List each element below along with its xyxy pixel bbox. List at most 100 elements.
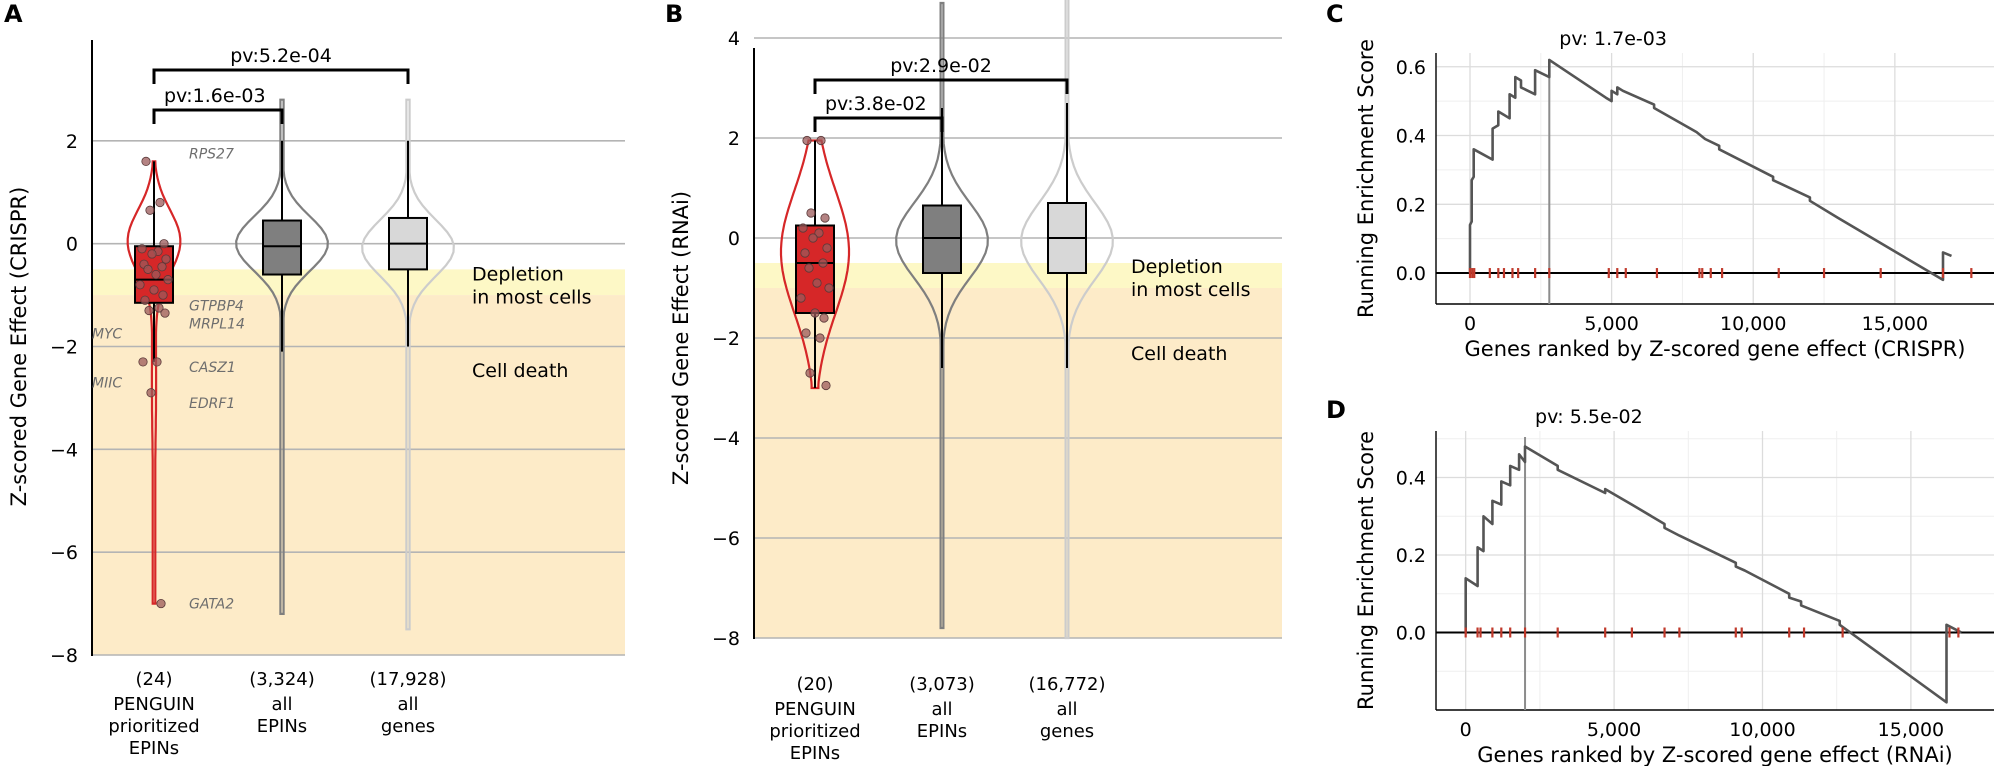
data-point xyxy=(804,263,814,273)
chart-title: pv: 5.5e-02 xyxy=(1535,406,1643,428)
gene-label: MIIC xyxy=(92,375,122,391)
data-point xyxy=(149,285,159,295)
y-tick-label: 2 xyxy=(66,131,78,153)
y-axis-title: Running Enrichment Score xyxy=(1354,431,1378,710)
comparison-pvalue-0: pv:3.8e-02 xyxy=(825,93,927,115)
x-tick-label: 10,000 xyxy=(1720,313,1786,335)
data-point xyxy=(801,328,811,338)
y-tick-label: 0.6 xyxy=(1396,57,1426,79)
data-point xyxy=(806,208,816,218)
gene-label: RPS27 xyxy=(189,147,234,163)
data-point xyxy=(157,262,167,272)
data-point xyxy=(154,303,164,313)
comparison-bracket-1 xyxy=(152,68,410,84)
data-point xyxy=(151,269,161,280)
data-point xyxy=(818,258,828,268)
data-point xyxy=(814,228,824,238)
data-point xyxy=(152,357,162,367)
x-tick-label: 0 xyxy=(1460,719,1472,741)
gene-label: CASZ1 xyxy=(189,360,236,376)
data-point xyxy=(160,308,170,318)
x-tick-label: 5,000 xyxy=(1587,719,1641,741)
x-axis-title: Genes ranked by Z-scored gene effect (RN… xyxy=(1477,743,1952,766)
group-count-label: (20) xyxy=(797,674,834,695)
data-point xyxy=(145,205,155,215)
panel-letter-a: A xyxy=(4,0,23,28)
gene-label: MRPL14 xyxy=(189,316,245,332)
panel-b-violin-rnai: 4 2 0 −2 −4 −6 −8 Z-scored Gene Effect (RNAi) De… xyxy=(669,0,1282,764)
comparison-bracket-1 xyxy=(813,78,1069,94)
gene-label: MYC xyxy=(92,327,122,343)
y-tick-label: −6 xyxy=(712,528,740,550)
data-point xyxy=(800,248,810,258)
group-name-label: all genes xyxy=(381,694,435,737)
y-tick-label: −6 xyxy=(50,542,78,564)
y-tick-label: −8 xyxy=(712,628,740,650)
data-point xyxy=(816,135,826,146)
group-count-label: (3,073) xyxy=(909,674,975,695)
zone-label-0: Depletion in most cells xyxy=(472,263,591,308)
zone-label-1: Cell death xyxy=(472,360,568,382)
data-point xyxy=(808,233,818,243)
data-point xyxy=(822,243,832,253)
data-point xyxy=(161,254,171,264)
y-tick-label: 0.0 xyxy=(1396,263,1426,285)
data-point xyxy=(810,308,820,318)
y-tick-label: 0.4 xyxy=(1396,468,1426,490)
data-point xyxy=(137,244,147,254)
data-point xyxy=(798,223,808,233)
gene-label: EDRF1 xyxy=(189,396,235,412)
data-point xyxy=(163,275,173,285)
y-tick-label: −8 xyxy=(50,645,78,667)
y-tick-label: 0.4 xyxy=(1396,126,1426,148)
group-name-label: all genes xyxy=(1040,699,1094,742)
x-tick-label: 15,000 xyxy=(1862,313,1928,335)
y-tick-label: −4 xyxy=(50,439,78,461)
data-point xyxy=(155,197,165,208)
y-axis-title: Z-scored Gene Effect (RNAi) xyxy=(669,191,693,485)
group-name-label: PENGUIN prioritized EPINs xyxy=(769,699,860,764)
zone-band-0 xyxy=(92,269,625,296)
enrichment-line xyxy=(1464,445,1962,704)
y-tick-label: 4 xyxy=(728,28,740,50)
y-tick-label: −4 xyxy=(712,428,740,450)
gene-label: GTPBP4 xyxy=(189,298,244,314)
comparison-pvalue-0: pv:1.6e-03 xyxy=(164,85,266,107)
y-tick-label: 0.2 xyxy=(1396,194,1426,216)
zone-label-0: Depletion in most cells xyxy=(1131,256,1250,301)
data-point xyxy=(812,278,822,288)
y-tick-label: 0.0 xyxy=(1396,623,1426,645)
data-point xyxy=(159,239,169,249)
comparison-bracket-0 xyxy=(152,108,284,124)
group-count-label: (24) xyxy=(136,669,173,690)
panel-letter-b: B xyxy=(665,0,683,28)
data-point xyxy=(802,135,812,146)
comparison-bracket-0 xyxy=(813,116,944,132)
data-point xyxy=(135,280,145,290)
data-point xyxy=(158,290,168,300)
data-point xyxy=(147,249,157,259)
panel-d-enrichment-rnai: 0 5,000 10,000 15,000 0.0 0.2 0.4 pv: 5.5e-02 Ge… xyxy=(1354,406,1994,766)
comparison-pvalue-1: pv:2.9e-02 xyxy=(890,55,992,77)
data-point xyxy=(796,293,806,303)
violin-2 xyxy=(1020,0,1114,640)
panel-letter-c: C xyxy=(1326,0,1344,28)
violin-1 xyxy=(895,1,989,630)
data-point xyxy=(138,357,148,367)
data-point xyxy=(824,283,834,293)
comparison-pvalue-1: pv:5.2e-04 xyxy=(230,45,332,67)
y-tick-label: 0 xyxy=(66,234,78,256)
group-name-label: all EPINs xyxy=(917,699,967,742)
x-tick-label: 10,000 xyxy=(1729,719,1795,741)
box-1 xyxy=(262,219,302,276)
enrichment-line xyxy=(1468,58,1952,282)
y-tick-label: 0.2 xyxy=(1396,545,1426,567)
data-point xyxy=(156,598,166,609)
x-tick-label: 5,000 xyxy=(1584,313,1638,335)
data-point xyxy=(819,313,829,323)
y-axis-title: Running Enrichment Score xyxy=(1354,39,1378,318)
y-axis-title: Z-scored Gene Effect (CRISPR) xyxy=(7,187,31,507)
panel-letter-d: D xyxy=(1326,396,1346,424)
data-point xyxy=(144,305,154,316)
